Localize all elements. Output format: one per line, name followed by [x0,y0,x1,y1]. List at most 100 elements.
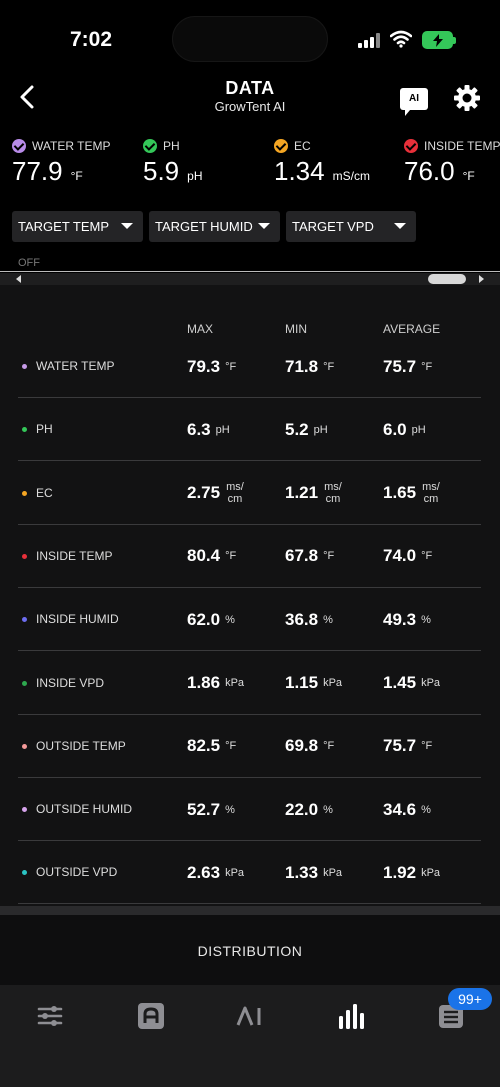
table-row: INSIDE VPD 1.86 kPa 1.15 kPa 1.45 kPa [18,652,481,715]
table-row: PH 6.3 pH 5.2 pH 6.0 pH [18,398,481,462]
row-label: INSIDE VPD [36,675,105,690]
cell-avg: 1.92 kPa [383,841,440,904]
unit-top: ms/ [226,481,244,494]
cell-value: 1.15 [285,673,319,692]
cellular-signal-icon [358,33,380,48]
cell-min: 67.8 °F [285,525,334,588]
target-vpd-dropdown[interactable]: TARGET VPD [286,211,416,242]
cell-unit: kPa [323,677,343,689]
unit-bottom: cm [423,493,439,506]
cell-min: 71.8 °F [285,335,334,398]
cell-value: 1.21 [285,483,319,503]
cell-unit: kPa [323,866,343,879]
ai-chat-button[interactable]: AI [400,88,428,116]
status-bar: 7:02 [0,0,500,80]
cell-value: 6.3 [187,419,211,439]
device-icon[interactable] [136,1001,166,1031]
chevron-down-icon [121,223,133,229]
cell-max: 80.4 °F [187,525,236,588]
cell-value: 1.33 [285,862,319,882]
cell-value: 1.92 [383,862,417,882]
series-color-dot [22,553,27,559]
messages-icon[interactable] [436,1001,466,1031]
series-color-dot [22,807,27,813]
table-row: WATER TEMP 79.3 °F 71.8 °F 75.7 °F [18,335,481,398]
cell-unit: % [225,613,235,626]
row-label: OUTSIDE HUMID [36,802,132,817]
cell-value: 79.3 [187,356,221,376]
cell-unit: % [421,613,431,626]
cell-unit: °F [225,550,237,563]
check-icon[interactable] [12,139,26,153]
target-humid-dropdown[interactable]: TARGET HUMID [149,211,280,242]
check-icon[interactable] [143,139,157,153]
horizontal-scrollbar[interactable] [0,273,500,285]
cell-avg: 75.7 °F [383,715,432,778]
cell-max: 6.3 pH [187,398,230,461]
cell-max: 2.63 kPa [187,841,244,904]
cell-value: 34.6 [383,799,417,819]
cell-value: 80.4 [187,546,221,566]
series-color-dot [22,364,27,369]
scroll-left-icon[interactable] [16,275,21,283]
data-chart-icon[interactable] [336,1001,366,1031]
cell-max: 79.3 °F [187,335,236,398]
cell-value: 52.7 [187,799,221,819]
cell-unit: % [225,803,235,816]
cell-unit: °F [323,550,335,563]
dynamic-island [172,16,328,62]
reading-ec[interactable]: EC 1.34 mS/cm [274,139,370,186]
page-title: DATA [225,78,275,98]
distribution-tab[interactable]: DISTRIBUTION [0,915,500,985]
reading-inside-temp[interactable]: INSIDE TEMP 76.0 °F [404,139,500,186]
cell-unit: % [421,803,431,816]
table-row: INSIDE HUMID 62.0% 36.8% 49.3% [18,588,481,652]
cell-unit: °F [421,740,433,753]
table-row: OUTSIDE TEMP 82.5 °F 69.8 °F 75.7 °F [18,715,481,778]
sliders-icon[interactable] [35,1001,65,1031]
reading-ph[interactable]: PH 5.9 pH [143,139,203,186]
status-time: 7:02 [70,28,113,51]
cell-avg: 75.7 °F [383,335,432,398]
header: DATA GrowTent AI AI [0,72,500,124]
cell-max: 2.75 ms/cm [187,462,244,525]
cell-unit: °F [421,360,433,373]
series-color-dot [22,490,27,496]
check-icon[interactable] [404,139,418,153]
cell-value: 74.0 [383,546,417,566]
gear-icon[interactable] [453,84,481,112]
table-row: INSIDE TEMP 80.4 °F 67.8 °F 74.0 °F [18,525,481,588]
scroll-right-icon[interactable] [479,275,484,283]
series-color-dot [22,680,27,686]
scroll-thumb[interactable] [428,274,466,284]
series-color-dot [22,870,27,876]
cell-value: 67.8 [285,546,319,566]
cell-avg: 1.45 kPa [383,652,440,715]
back-icon[interactable] [16,82,40,112]
cell-avg: 6.0 pH [383,398,426,461]
cell-value: 1.45 [383,673,417,692]
cell-min: 36.8% [285,588,333,651]
cell-avg: 74.0 °F [383,525,432,588]
cell-max: 1.86 kPa [187,652,244,715]
row-label: OUTSIDE VPD [36,865,118,880]
current-readings[interactable]: WATER TEMP 77.9 °F PH 5.9 pH EC 1.34 mS/cm … [0,138,500,190]
wifi-icon [390,30,412,48]
target-temp-dropdown[interactable]: TARGET TEMP [12,211,143,242]
bottom-tab-bar: 99+ [0,985,500,1087]
cell-unit: kPa [225,677,245,689]
check-icon[interactable] [274,139,288,153]
cell-unit: kPa [421,677,441,689]
cell-unit: °F [323,740,335,753]
device-name: GrowTent AI [214,99,286,114]
table-row: OUTSIDE VPD 2.63 kPa 1.33 kPa 1.92 kPa [18,841,481,905]
cell-max: 82.5 °F [187,715,236,778]
series-color-dot [22,617,27,623]
table-row: OUTSIDE HUMID 52.7% 22.0% 34.6% [18,778,481,842]
cell-value: 69.8 [285,736,319,756]
cell-unit: °F [225,360,237,373]
ai-icon[interactable] [235,1001,265,1031]
row-label: EC [36,485,53,500]
reading-water-temp[interactable]: WATER TEMP 77.9 °F [12,139,111,186]
table-row: EC 2.75 ms/cm 1.21 ms/cm 1.65 ms/cm [18,462,481,525]
